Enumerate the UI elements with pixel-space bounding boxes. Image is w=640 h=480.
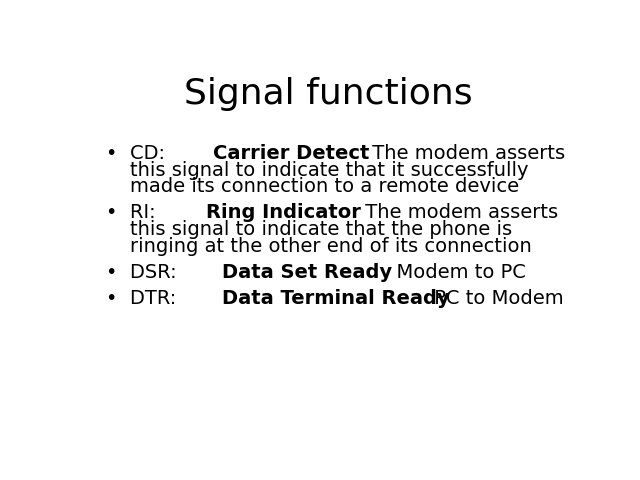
Text: Data Terminal Ready: Data Terminal Ready xyxy=(221,288,449,308)
Text: CD:: CD: xyxy=(131,144,172,163)
Text: •: • xyxy=(106,144,116,163)
Text: made its connection to a remote device: made its connection to a remote device xyxy=(131,177,520,196)
Text: Ring Indicator: Ring Indicator xyxy=(205,203,360,222)
Text: Carrier Detect: Carrier Detect xyxy=(213,144,369,163)
Text: The modem asserts: The modem asserts xyxy=(366,144,565,163)
Text: this signal to indicate that it successfully: this signal to indicate that it successf… xyxy=(131,160,529,180)
Text: Signal functions: Signal functions xyxy=(184,77,472,111)
Text: DTR:: DTR: xyxy=(131,288,183,308)
Text: ringing at the other end of its connection: ringing at the other end of its connecti… xyxy=(131,237,532,256)
Text: Modem to PC: Modem to PC xyxy=(384,263,526,282)
Text: •: • xyxy=(106,288,116,308)
Text: The modem asserts: The modem asserts xyxy=(360,203,559,222)
Text: •: • xyxy=(106,203,116,222)
Text: RI:: RI: xyxy=(131,203,163,222)
Text: PC to Modem: PC to Modem xyxy=(428,288,564,308)
Text: Data Set Ready: Data Set Ready xyxy=(222,263,392,282)
Text: DSR:: DSR: xyxy=(131,263,183,282)
Text: •: • xyxy=(106,263,116,282)
Text: this signal to indicate that the phone is: this signal to indicate that the phone i… xyxy=(131,220,513,239)
